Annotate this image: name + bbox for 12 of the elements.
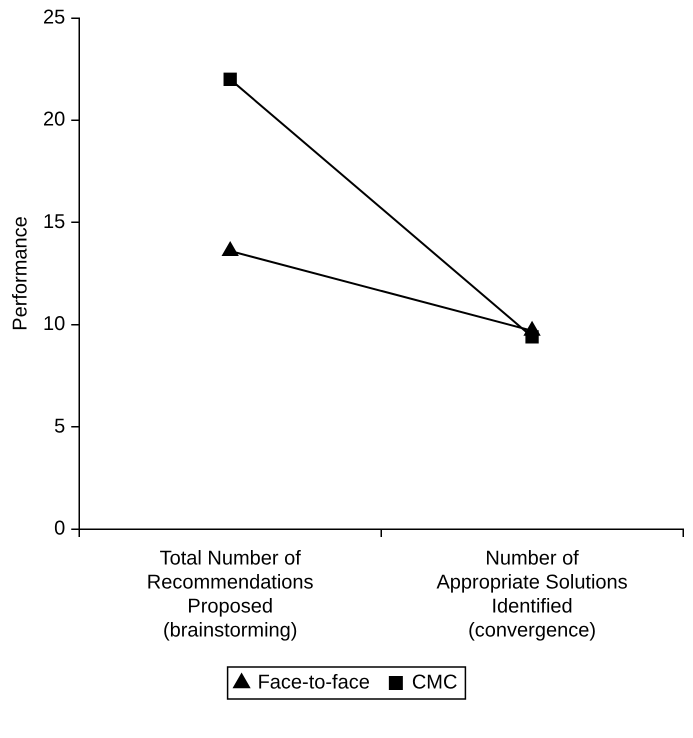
y-tick-label: 25 (42, 6, 66, 29)
y-axis-title: Performance (10, 216, 32, 331)
y-tick-label: 0 (54, 518, 66, 540)
y-tick-label: 15 (42, 210, 66, 233)
x-tick-label: Number of Appropriate Solutions Identified (convergence) (436, 548, 628, 642)
y-tick-label: 5 (54, 415, 66, 438)
y-tick-label: 10 (42, 313, 66, 336)
legend-label: CMC (412, 672, 458, 694)
legend-label: Face-to-face (258, 672, 370, 694)
point (224, 72, 237, 86)
x-tick-label: Total Number of Recommendations Proposed (brainstorming) (146, 548, 314, 642)
y-tick-label: 20 (42, 108, 66, 131)
